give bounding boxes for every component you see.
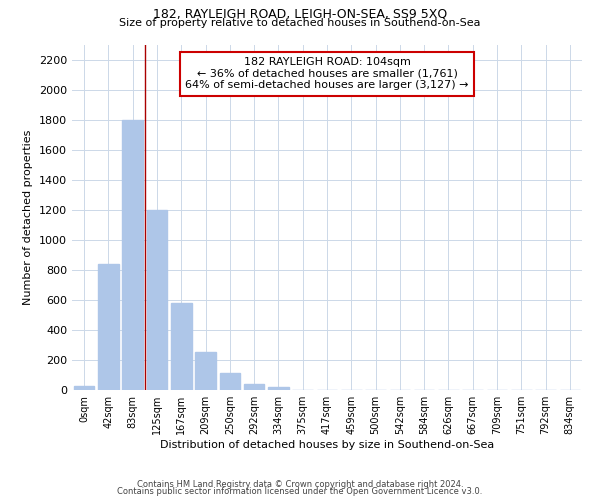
- Bar: [244, 384, 265, 390]
- Bar: [74, 386, 94, 390]
- Text: 182, RAYLEIGH ROAD, LEIGH-ON-SEA, SS9 5XQ: 182, RAYLEIGH ROAD, LEIGH-ON-SEA, SS9 5X…: [153, 8, 447, 20]
- Bar: [122, 120, 143, 390]
- Y-axis label: Number of detached properties: Number of detached properties: [23, 130, 34, 305]
- Text: Contains HM Land Registry data © Crown copyright and database right 2024.: Contains HM Land Registry data © Crown c…: [137, 480, 463, 489]
- Text: Contains public sector information licensed under the Open Government Licence v3: Contains public sector information licen…: [118, 487, 482, 496]
- Bar: [220, 373, 240, 390]
- Text: 182 RAYLEIGH ROAD: 104sqm
← 36% of detached houses are smaller (1,761)
64% of se: 182 RAYLEIGH ROAD: 104sqm ← 36% of detac…: [185, 57, 469, 90]
- Bar: [146, 210, 167, 390]
- Bar: [171, 303, 191, 390]
- Bar: [98, 264, 119, 390]
- Text: Size of property relative to detached houses in Southend-on-Sea: Size of property relative to detached ho…: [119, 18, 481, 28]
- X-axis label: Distribution of detached houses by size in Southend-on-Sea: Distribution of detached houses by size …: [160, 440, 494, 450]
- Bar: [268, 387, 289, 390]
- Bar: [195, 352, 216, 390]
